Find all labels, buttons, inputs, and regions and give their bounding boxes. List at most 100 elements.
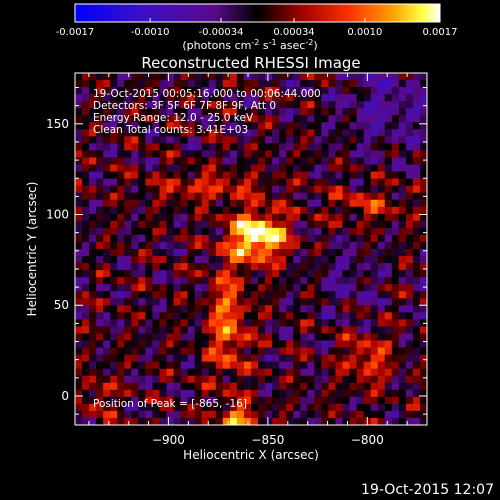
heatmap-cell bbox=[377, 192, 386, 201]
heatmap-cell bbox=[103, 263, 111, 271]
heatmap-cell bbox=[138, 220, 146, 229]
heatmap-cell bbox=[335, 150, 343, 158]
heatmap-cell bbox=[229, 87, 238, 95]
heatmap-cell bbox=[166, 80, 174, 88]
heatmap-cell bbox=[356, 73, 364, 81]
heatmap-cell bbox=[419, 234, 427, 243]
heatmap-cell bbox=[131, 396, 139, 405]
heatmap-cell bbox=[314, 410, 322, 419]
heatmap-cell bbox=[349, 227, 357, 236]
heatmap-cell bbox=[75, 333, 83, 341]
heatmap-cell bbox=[243, 115, 252, 123]
heatmap-cell bbox=[349, 143, 357, 151]
heatmap-cell bbox=[243, 333, 252, 341]
heatmap-cell bbox=[173, 319, 181, 327]
heatmap-cell bbox=[82, 396, 90, 405]
heatmap-cell bbox=[124, 312, 132, 320]
heatmap-cell bbox=[145, 375, 153, 384]
heatmap-cell bbox=[159, 298, 167, 306]
heatmap-cell bbox=[349, 347, 357, 355]
heatmap-cell bbox=[384, 227, 393, 236]
heatmap-cell bbox=[265, 87, 273, 95]
colorbar-tick-label: 0.0017 bbox=[423, 27, 458, 38]
heatmap-cell bbox=[75, 298, 83, 306]
heatmap-cell bbox=[279, 368, 287, 377]
heatmap-cell bbox=[405, 94, 414, 102]
heatmap-cell bbox=[152, 73, 160, 81]
heatmap-cell bbox=[208, 375, 217, 384]
heatmap-cell bbox=[279, 129, 287, 137]
heatmap-cell bbox=[159, 199, 167, 208]
heatmap-cell bbox=[356, 263, 364, 271]
heatmap-cell bbox=[377, 143, 386, 151]
heatmap-cell bbox=[286, 354, 294, 362]
heatmap-cell bbox=[300, 326, 308, 334]
heatmap-cell bbox=[201, 164, 210, 172]
heatmap-cell bbox=[349, 185, 357, 193]
heatmap-cell bbox=[356, 87, 364, 95]
heatmap-cell bbox=[152, 227, 160, 236]
heatmap-cell bbox=[286, 284, 294, 292]
heatmap-cell bbox=[356, 122, 364, 130]
heatmap-cell bbox=[117, 136, 125, 144]
heatmap-cell bbox=[96, 319, 104, 327]
heatmap-cell bbox=[180, 382, 188, 391]
heatmap-cell bbox=[180, 73, 188, 81]
heatmap-cell bbox=[166, 136, 174, 144]
heatmap-cell bbox=[307, 403, 315, 412]
heatmap-cell bbox=[356, 178, 364, 186]
heatmap-cell bbox=[222, 234, 231, 243]
heatmap-cell bbox=[349, 375, 357, 384]
heatmap-cell bbox=[187, 410, 195, 419]
heatmap-cell bbox=[391, 171, 400, 179]
heatmap-cell bbox=[363, 157, 371, 165]
heatmap-cell bbox=[187, 192, 195, 201]
heatmap-cell bbox=[110, 396, 118, 405]
heatmap-cell bbox=[349, 291, 357, 299]
heatmap-cell bbox=[265, 185, 273, 193]
heatmap-cell bbox=[110, 277, 118, 285]
heatmap-cell bbox=[152, 298, 160, 306]
heatmap-cell bbox=[110, 403, 118, 412]
heatmap-cell bbox=[314, 157, 322, 165]
heatmap-cell bbox=[243, 241, 252, 250]
heatmap-cell bbox=[103, 312, 111, 320]
heatmap-cell bbox=[405, 157, 414, 165]
heatmap-cell bbox=[391, 312, 400, 320]
heatmap-cell bbox=[194, 192, 203, 201]
heatmap-cell bbox=[152, 375, 160, 384]
heatmap-cell bbox=[335, 115, 343, 123]
heatmap-cell bbox=[110, 213, 118, 222]
heatmap-cell bbox=[145, 326, 153, 334]
heatmap-cell bbox=[166, 347, 174, 355]
heatmap-cell bbox=[152, 354, 160, 362]
heatmap-cell bbox=[180, 256, 188, 264]
heatmap-cell bbox=[166, 108, 174, 116]
heatmap-cell bbox=[208, 270, 217, 278]
heatmap-cell bbox=[152, 94, 160, 102]
heatmap-cell bbox=[384, 192, 393, 201]
heatmap-cell bbox=[222, 220, 231, 229]
heatmap-cell bbox=[229, 340, 238, 348]
heatmap-cell bbox=[187, 87, 195, 95]
heatmap-cell bbox=[229, 129, 238, 137]
heatmap-cell bbox=[272, 333, 280, 341]
heatmap-cell bbox=[96, 368, 104, 377]
heatmap-cell bbox=[328, 270, 336, 278]
heatmap-cell bbox=[236, 164, 245, 172]
heatmap-cell bbox=[251, 284, 259, 292]
heatmap-cell bbox=[124, 185, 132, 193]
heatmap-cell bbox=[187, 256, 195, 264]
heatmap-cell bbox=[335, 277, 343, 285]
heatmap-cell bbox=[131, 185, 139, 193]
heatmap-cell bbox=[173, 94, 181, 102]
colorbar-units: (photons cm-2 s-1 asec-2) bbox=[182, 38, 317, 52]
heatmap-cell bbox=[236, 199, 245, 208]
heatmap-cell bbox=[335, 143, 343, 151]
heatmap-cell bbox=[321, 284, 329, 292]
heatmap-cell bbox=[194, 291, 203, 299]
heatmap-cell bbox=[166, 220, 174, 229]
heatmap-cell bbox=[349, 73, 357, 81]
heatmap-cell bbox=[356, 115, 364, 123]
heatmap-cell bbox=[131, 319, 139, 327]
